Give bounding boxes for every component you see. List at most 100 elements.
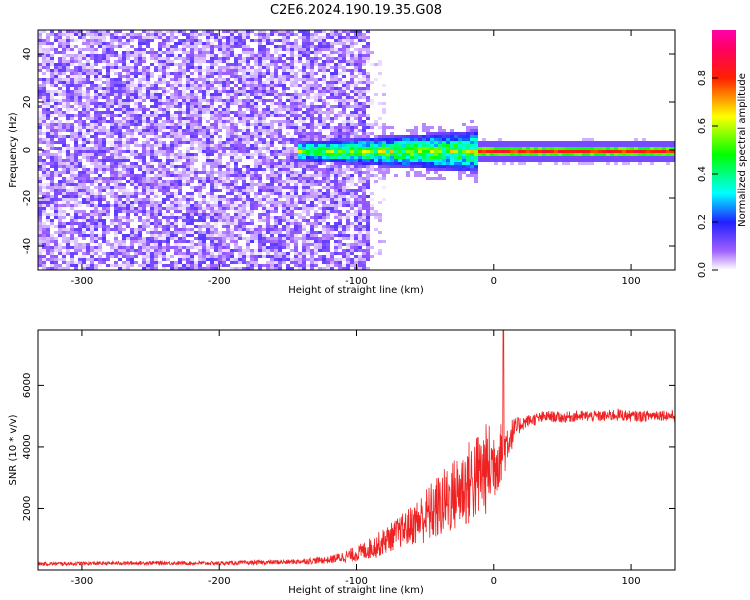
- heatmap-cell: [330, 234, 334, 237]
- heatmap-cell: [110, 69, 114, 72]
- heatmap-cell: [178, 156, 182, 159]
- heatmap-cell: [282, 225, 286, 228]
- heatmap-cell: [254, 57, 258, 60]
- heatmap-cell: [214, 57, 218, 60]
- heatmap-cell: [110, 180, 114, 183]
- heatmap-cell: [122, 267, 126, 270]
- heatmap-cell: [266, 66, 270, 69]
- heatmap-cell: [234, 195, 238, 198]
- heatmap-cell: [138, 102, 142, 105]
- heatmap-cell: [202, 111, 206, 114]
- heatmap-cell: [286, 132, 290, 135]
- heatmap-cell: [254, 171, 258, 174]
- heatmap-cell: [162, 147, 166, 150]
- heatmap-cell: [202, 135, 206, 138]
- heatmap-cell: [226, 114, 230, 117]
- heatmap-cell: [190, 216, 194, 219]
- heatmap-cell: [166, 51, 170, 54]
- heatmap-cell: [118, 66, 122, 69]
- heatmap-cell: [222, 51, 226, 54]
- heatmap-cell: [186, 234, 190, 237]
- heatmap-cell: [338, 126, 342, 129]
- heatmap-cell: [58, 87, 62, 90]
- heatmap-cell: [46, 99, 50, 102]
- heatmap-cell: [58, 123, 62, 126]
- heatmap-cell: [142, 177, 146, 180]
- heatmap-cell: [238, 90, 242, 93]
- heatmap-cell: [146, 42, 150, 45]
- heatmap-cell: [282, 105, 286, 108]
- heatmap-cell: [150, 159, 154, 162]
- heatmap-cell: [62, 72, 66, 75]
- heatmap-cell: [78, 60, 82, 63]
- heatmap-cell: [66, 45, 70, 48]
- heatmap-cell: [226, 222, 230, 225]
- heatmap-cell: [86, 222, 90, 225]
- heatmap-cell: [278, 96, 282, 99]
- heatmap-cell: [334, 249, 338, 252]
- heatmap-cell: [162, 198, 166, 201]
- heatmap-cell: [302, 228, 306, 231]
- heatmap-cell: [226, 102, 230, 105]
- heatmap-cell: [78, 243, 82, 246]
- heatmap-cell: [218, 174, 222, 177]
- heatmap-cell: [314, 258, 318, 261]
- heatmap-cell: [114, 60, 118, 63]
- heatmap-cell: [242, 147, 246, 150]
- heatmap-cell: [258, 198, 262, 201]
- heatmap-cell: [282, 195, 286, 198]
- heatmap-cell: [218, 171, 222, 174]
- heatmap-cell: [138, 57, 142, 60]
- heatmap-cell: [218, 135, 222, 138]
- heatmap-cell: [62, 81, 66, 84]
- heatmap-cell: [122, 117, 126, 120]
- heatmap-cell: [214, 156, 218, 159]
- heatmap-cell: [186, 69, 190, 72]
- heatmap-cell: [342, 114, 346, 117]
- heatmap-cell: [314, 81, 318, 84]
- heatmap-cell: [110, 78, 114, 81]
- heatmap-cell: [186, 228, 190, 231]
- heatmap-cell: [98, 129, 102, 132]
- heatmap-cell: [294, 78, 298, 81]
- heatmap-cell: [250, 207, 254, 210]
- heatmap-cell: [322, 126, 326, 129]
- heatmap-cell: [330, 135, 334, 138]
- heatmap-cell: [270, 201, 274, 204]
- heatmap-cell: [94, 165, 98, 168]
- heatmap-cell: [314, 162, 318, 165]
- heatmap-cell: [310, 240, 314, 243]
- heatmap-cell: [66, 159, 70, 162]
- heatmap-cell: [74, 216, 78, 219]
- heatmap-cell: [150, 48, 154, 51]
- heatmap-cell: [94, 93, 98, 96]
- heatmap-cell: [174, 207, 178, 210]
- heatmap-cell: [262, 159, 266, 162]
- heatmap-cell: [218, 165, 222, 168]
- heatmap-cell: [278, 261, 282, 264]
- heatmap-cell: [102, 252, 106, 255]
- heatmap-cell: [270, 165, 274, 168]
- heatmap-cell: [38, 243, 42, 246]
- heatmap-cell: [130, 129, 134, 132]
- heatmap-cell: [90, 114, 94, 117]
- heatmap-cell: [54, 63, 58, 66]
- heatmap-cell: [274, 219, 278, 222]
- heatmap-cell: [322, 213, 326, 216]
- heatmap-cell: [82, 267, 86, 270]
- heatmap-cell: [242, 48, 246, 51]
- heatmap-cell: [50, 78, 54, 81]
- heatmap-cell: [42, 42, 46, 45]
- heatmap-cell: [310, 63, 314, 66]
- heatmap-cell: [214, 171, 218, 174]
- heatmap-cell: [50, 237, 54, 240]
- heatmap-cell: [290, 210, 294, 213]
- heatmap-cell: [242, 81, 246, 84]
- heatmap-cell: [218, 231, 222, 234]
- heatmap-cell: [86, 150, 90, 153]
- heatmap-cell: [66, 264, 70, 267]
- heatmap-cell: [154, 120, 158, 123]
- heatmap-cell: [78, 96, 82, 99]
- heatmap-cell: [78, 189, 82, 192]
- heatmap-cell: [94, 105, 98, 108]
